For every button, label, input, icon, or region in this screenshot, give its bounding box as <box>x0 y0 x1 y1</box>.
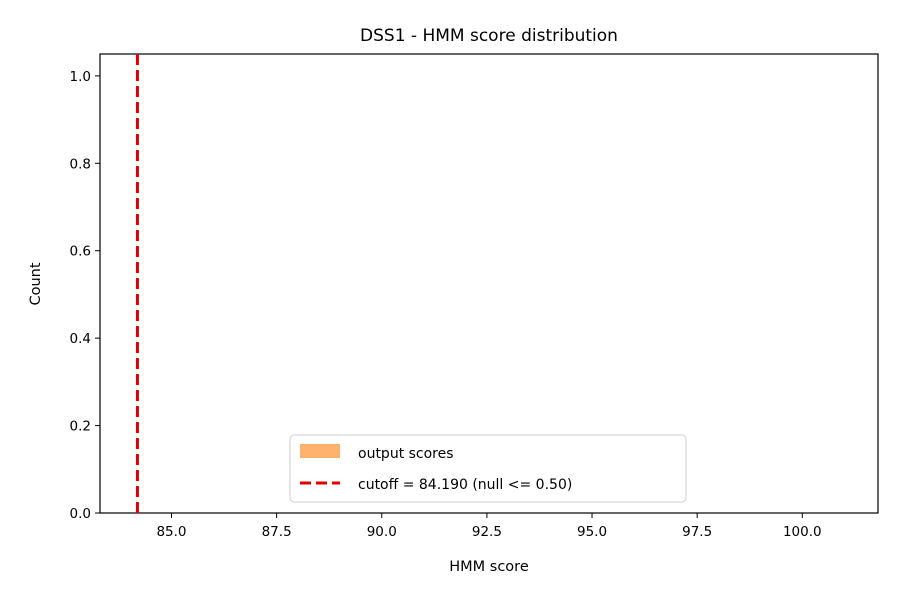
y-tick-label: 0.6 <box>70 244 91 260</box>
x-tick-label: 95.0 <box>577 524 607 540</box>
y-tick-label: 0.8 <box>70 156 91 172</box>
chart-title: DSS1 - HMM score distribution <box>360 26 618 46</box>
y-tick-label: 1.0 <box>70 69 91 85</box>
x-tick-label: 85.0 <box>156 524 186 540</box>
plot-area: 85.0 87.5 90.0 92.5 95.0 97.5 100.0 0.00.20.40… <box>70 53 879 540</box>
legend-swatch-output-scores <box>300 444 340 458</box>
x-tick-label: 100.0 <box>783 524 822 540</box>
x-tick-label: 90.0 <box>367 524 397 540</box>
y-tick-label: 0.0 <box>70 506 91 522</box>
y-tick-label: 0.4 <box>70 331 91 347</box>
y-axis: 0.0 0.2 0.4 0.6 0.8 1.0 <box>70 69 100 522</box>
legend-label-cutoff: cutoff = 84.190 (null <= 0.50) <box>358 477 572 493</box>
legend-label-output-scores: output scores <box>358 446 454 462</box>
legend-box <box>289 434 687 503</box>
x-axis-label: HMM score <box>449 559 529 575</box>
x-tick-label: 97.5 <box>682 524 712 540</box>
x-tick-label: 92.5 <box>472 524 502 540</box>
y-axis-label: Count <box>28 262 44 305</box>
x-axis: 85.0 87.5 90.0 92.5 95.0 97.5 100.0 <box>156 513 822 540</box>
x-tick-label: 87.5 <box>262 524 292 540</box>
plot-frame <box>99 53 879 514</box>
y-tick-label: 0.2 <box>70 419 91 435</box>
legend: output scores cutoff = 84.190 (null <= 0… <box>289 434 687 503</box>
